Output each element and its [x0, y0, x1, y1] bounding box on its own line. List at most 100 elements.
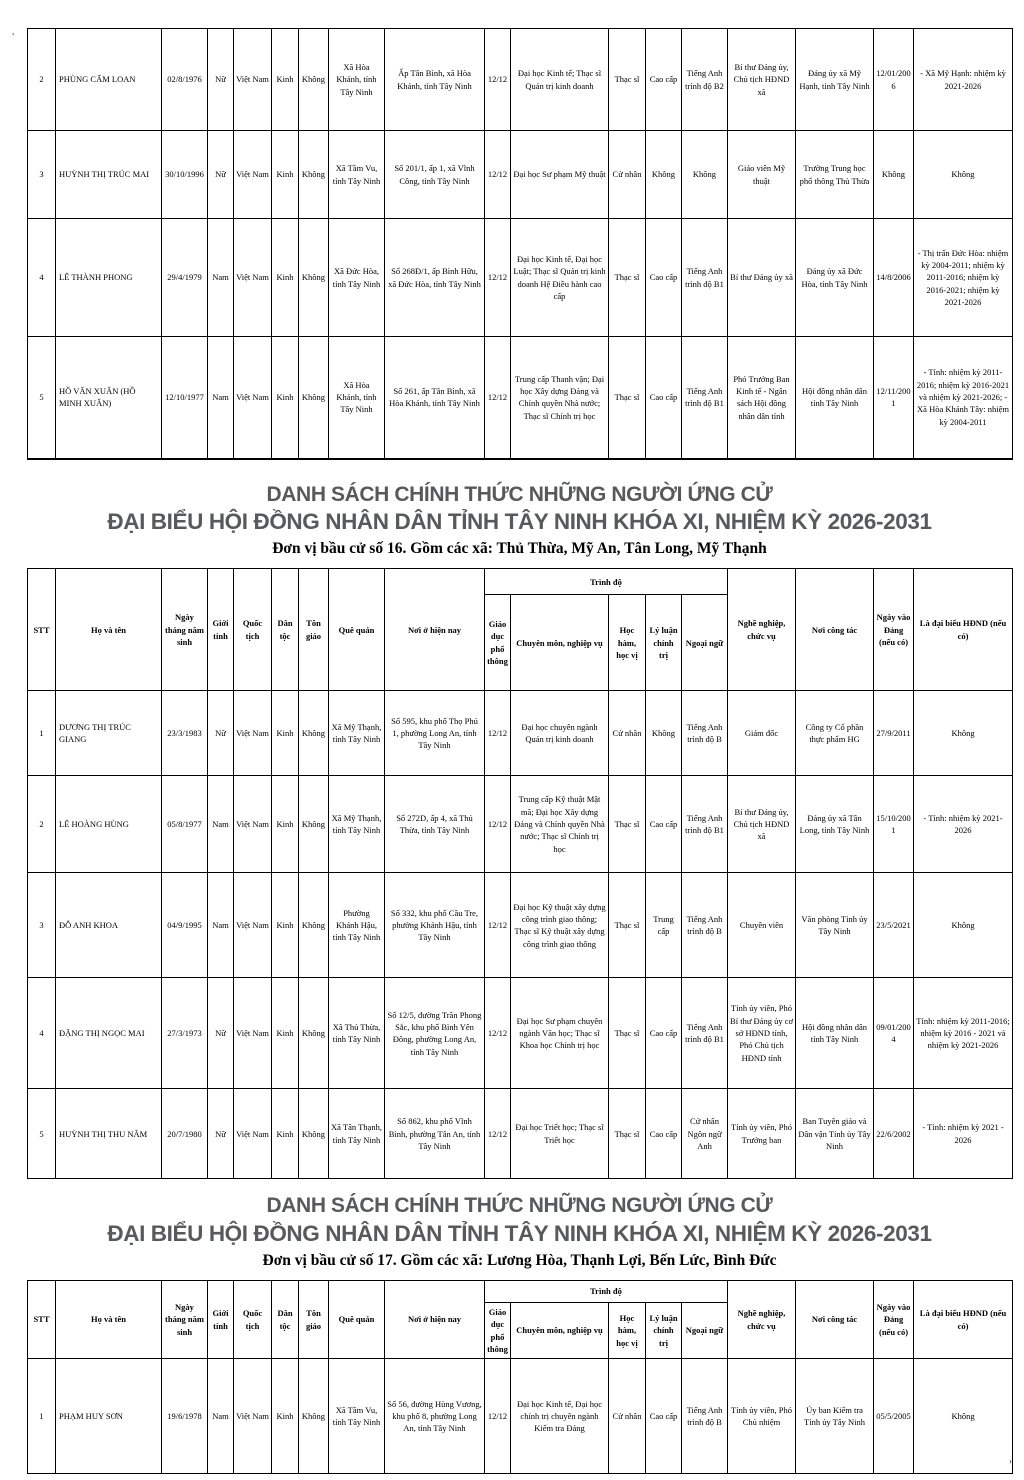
- cell: Việt Nam: [233, 1358, 272, 1474]
- cell: Số 56, đường Hùng Vương, khu phố 8, phườ…: [384, 1358, 485, 1474]
- cell: 27/9/2011: [873, 690, 915, 777]
- cell: Việt Nam: [233, 1088, 272, 1180]
- column-header-gender: Giới tính: [207, 568, 234, 692]
- column-header-group-trinh-do: Trình độ: [483, 1280, 729, 1303]
- cell: Đảng ủy xã Tân Long, tỉnh Tây Ninh: [795, 775, 875, 874]
- cell: Đảng ủy xã Mỹ Hạnh, tỉnh Tây Ninh: [795, 28, 874, 131]
- cell: Văn phòng Tỉnh ủy Tây Ninh: [795, 872, 875, 979]
- cell: Không: [913, 872, 1014, 979]
- cell: Bí thư Đảng ủy xã: [727, 218, 796, 337]
- table-row: 1 PHẠM HUY SƠN 19/6/1978 Nam Việt Nam Kinh Khô…: [27, 1358, 1014, 1474]
- table-row: 1 DƯƠNG THỊ TRÚC GIANG 23/3/1983 Nữ Việt Nam…: [27, 690, 1014, 777]
- cell: Cao cấp: [645, 1358, 682, 1474]
- cell: Không: [298, 775, 329, 874]
- cell: Nữ: [207, 690, 234, 777]
- cell: Việt Nam: [233, 28, 272, 131]
- cell: 4: [27, 977, 56, 1090]
- cell: 15/10/2001: [873, 775, 915, 874]
- cell-candidate-name: ĐẶNG THỊ NGỌC MAI: [55, 977, 162, 1090]
- unit17-title-block: DANH SÁCH CHÍNH THỨC NHỮNG NGƯỜI ỨNG CỬ …: [27, 1193, 1012, 1270]
- cell: 12/12: [484, 1088, 511, 1180]
- cell: Đại học Sư phạm Mỹ thuật: [510, 130, 609, 219]
- cell: Xã Mỹ Thạnh, tỉnh Tây Ninh: [328, 690, 385, 777]
- page-corner-mark-top-left: ,: [12, 26, 15, 36]
- column-header-dob: Ngày tháng năm sinh: [161, 1280, 208, 1359]
- cell: 12/12: [484, 775, 511, 874]
- cell: 22/6/2002: [873, 1088, 915, 1180]
- cell: Không: [298, 690, 329, 777]
- cell: Việt Nam: [233, 872, 272, 979]
- cell: Đại học Kinh tế, Đại học chính trị chuyê…: [510, 1358, 609, 1474]
- cell-candidate-name: HỒ VĂN XUÂN (HỒ MINH XUÂN): [55, 336, 162, 459]
- candidates-table-unit16: STT Họ và tên Ngày tháng năm sinh Giới t…: [27, 568, 1014, 1180]
- cell: Số 201/1, ấp 1, xã Vĩnh Công, tỉnh Tây N…: [384, 130, 485, 219]
- table-row: 5 HỒ VĂN XUÂN (HỒ MINH XUÂN) 12/10/1977 Nam…: [27, 336, 1013, 459]
- column-header-residence: Nơi ở hiện nay: [384, 568, 485, 692]
- cell: Hội đồng nhân dân tỉnh Tây Ninh: [795, 977, 875, 1090]
- cell: 12/12: [484, 690, 511, 777]
- cell: - Tỉnh: nhiệm kỳ 2021-2026: [913, 775, 1014, 874]
- column-header-dob: Ngày tháng năm sinh: [161, 568, 208, 692]
- cell: Thạc sĩ: [608, 872, 646, 979]
- column-header-occupation: Nghề nghiệp, chức vụ: [727, 1280, 797, 1359]
- unit16-title-line2: ĐẠI BIỂU HỘI ĐỒNG NHÂN DÂN TỈNH TÂY NINH…: [107, 508, 932, 534]
- cell: 12/12: [484, 1358, 511, 1474]
- cell: Tiếng Anh trình độ B1: [680, 775, 729, 874]
- cell: Việt Nam: [233, 218, 272, 337]
- cell: Đảng ủy xã Đức Hòa, tỉnh Tây Ninh: [795, 218, 874, 337]
- table-row: 3 ĐỖ ANH KHOA 04/9/1995 Nam Việt Nam Kinh Khôn…: [27, 872, 1014, 979]
- cell: Kinh: [271, 872, 299, 979]
- cell: Tiếng Anh trình độ B1: [680, 977, 729, 1090]
- cell: Xã Mỹ Thạnh, tỉnh Tây Ninh: [328, 775, 385, 874]
- cell: 4: [27, 218, 56, 337]
- cell: Cao cấp: [645, 775, 682, 874]
- cell: Kinh: [271, 336, 299, 459]
- cell-candidate-name: ĐỖ ANH KHOA: [55, 872, 162, 979]
- cell: Không: [645, 130, 682, 219]
- cell: Không: [645, 690, 682, 777]
- cell: Nữ: [207, 977, 234, 1090]
- cell: Việt Nam: [233, 977, 272, 1090]
- column-header-ethnicity: Dân tộc: [271, 568, 299, 692]
- cell: Không: [298, 218, 329, 337]
- cell: Phó Trưởng Ban Kinh tế - Ngân sách Hội đ…: [727, 336, 796, 459]
- cell: Giám đốc: [727, 690, 797, 777]
- cell: Nam: [207, 1358, 234, 1474]
- cell: Số 332, khu phố Cầu Tre, phường Khánh Hậ…: [384, 872, 485, 979]
- cell: 29/4/1979: [161, 218, 208, 337]
- unit16-title-block: DANH SÁCH CHÍNH THỨC NHỮNG NGƯỜI ỨNG CỬ …: [27, 482, 1012, 559]
- cell: 12/01/2006: [873, 28, 914, 131]
- cell: Kinh: [271, 1088, 299, 1180]
- column-header-language: Ngoại ngữ: [680, 1302, 729, 1359]
- cell: Cao cấp: [645, 336, 682, 459]
- cell: 04/9/1995: [161, 872, 208, 979]
- cell: Bí thư Đảng ủy, Chủ tịch HĐND xã: [727, 775, 797, 874]
- cell: 2: [27, 28, 56, 131]
- cell: Tiếng Anh trình độ B: [680, 872, 729, 979]
- cell: Tỉnh ủy viên, Phó Bí thư Đảng ủy cơ sở H…: [727, 977, 797, 1090]
- table-row: 5 HUỲNH THỊ THU NĂM 20/7/1980 Nữ Việt Nam Kin…: [27, 1088, 1014, 1180]
- cell: Thạc sĩ: [608, 1088, 646, 1180]
- cell: Xã Tầm Vu, tỉnh Tây Ninh: [328, 1358, 385, 1474]
- cell: - Tỉnh: nhiệm kỳ 2021 - 2026: [913, 1088, 1014, 1180]
- cell: Số 268Đ/1, ấp Bình Hữu, xã Đức Hòa, tỉnh…: [384, 218, 485, 337]
- cell: Giáo viên Mỹ thuật: [727, 130, 796, 219]
- column-header-nationality: Quốc tịch: [233, 1280, 272, 1359]
- cell: Xã Đức Hòa, tỉnh Tây Ninh: [328, 218, 385, 337]
- candidates-table-unit17: STT Họ và tên Ngày tháng năm sinh Giới t…: [27, 1280, 1014, 1474]
- cell-candidate-name: HUỲNH THỊ TRÚC MAI: [55, 130, 162, 219]
- cell: Đại học Sư phạm chuyên ngành Văn học; Th…: [510, 977, 609, 1090]
- cell: Số 862, khu phố Vĩnh Bình, phường Tân An…: [384, 1088, 485, 1180]
- cell: Cao cấp: [645, 218, 682, 337]
- cell: Thạc sĩ: [608, 336, 646, 459]
- cell: 14/8/2006: [873, 218, 914, 337]
- column-header-party-date: Ngày vào Đảng (nếu có): [873, 568, 915, 692]
- unit17-title-line1: DANH SÁCH CHÍNH THỨC NHỮNG NGƯỜI ỨNG CỬ: [266, 1194, 773, 1218]
- column-header-degree: Học hàm, học vị: [608, 1302, 646, 1359]
- cell-candidate-name: PHẠM HUY SƠN: [55, 1358, 162, 1474]
- cell: Chuyên viên: [727, 872, 797, 979]
- cell: 05/8/1977: [161, 775, 208, 874]
- cell: Việt Nam: [233, 690, 272, 777]
- column-header-party-date: Ngày vào Đảng (nếu có): [873, 1280, 915, 1359]
- column-header-language: Ngoại ngữ: [680, 594, 729, 692]
